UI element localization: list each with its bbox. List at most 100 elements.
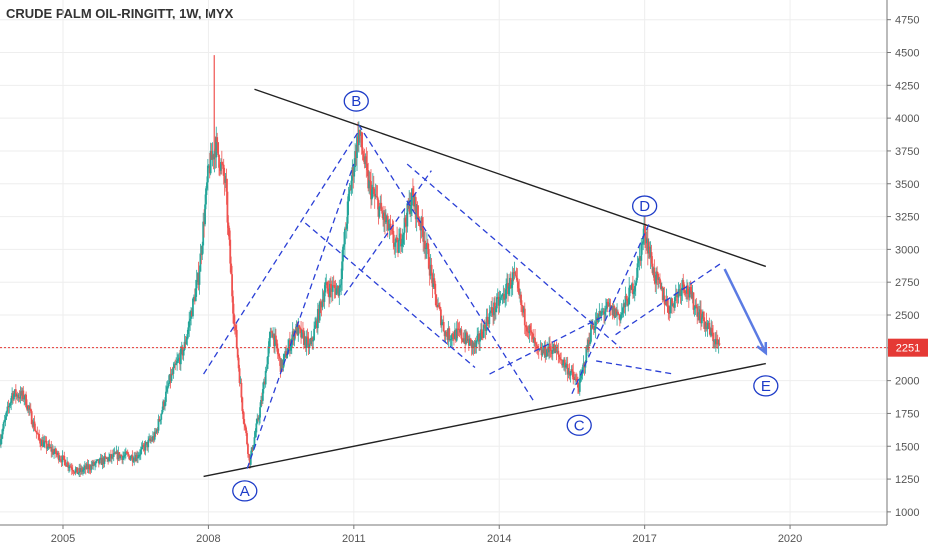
candle-body [522,308,525,313]
candle-body [379,202,382,207]
candle-body [580,373,583,376]
candle-body [409,200,412,214]
candle-body [43,440,46,442]
candle-body [233,313,235,324]
y-tick-label: 3250 [895,212,919,224]
last-price-badge-bg [888,338,928,357]
candle-body [194,288,197,302]
candle-body [467,339,470,346]
candle-body [164,401,166,407]
candle-body [90,464,93,470]
candle-body [188,320,191,328]
candle-body [101,458,104,465]
candle-body [497,296,500,306]
candle-body [486,316,489,323]
candle-body [72,471,75,473]
candle-body [428,268,431,276]
candle-body [629,286,632,288]
candle-body [590,324,593,329]
candle-body [24,394,27,399]
candle-body [192,296,195,299]
candle-body [564,365,567,368]
candle-body [682,280,685,285]
candle-body [55,454,58,456]
candle-body [46,447,49,449]
candle-body [544,344,547,357]
candle-body [588,339,590,345]
candle-body [135,455,137,462]
candle-body [620,312,623,315]
candle-body [689,286,692,291]
candle-body [608,305,611,307]
candle-body [129,457,132,460]
candle-body [454,330,457,341]
candle-body [112,453,115,457]
candle-body [420,217,423,231]
candle-body [645,238,648,244]
candle-body [258,417,261,420]
candle-body [433,278,436,284]
candle-body [78,468,81,473]
candle-body [644,225,646,238]
candle-body [175,363,178,365]
candle-body [255,423,258,433]
candle-body [190,311,192,319]
candle-body [246,433,248,445]
candle-body [213,150,216,160]
candle-body [241,397,244,412]
candle-body [410,205,412,214]
candle-body [549,349,552,351]
candle-body [328,291,330,298]
candle-body [600,311,603,317]
wave-label-text: B [351,93,361,110]
candle-body [372,187,375,194]
candle-body [391,228,394,231]
candle-body [364,156,367,165]
candle-body [139,449,142,455]
candle-body [569,372,572,376]
candle-body [649,252,652,258]
candle-body [642,235,645,244]
candle-body [83,465,86,469]
candle-body [153,431,156,440]
candle-body [585,346,588,363]
y-tick-label: 1750 [895,408,919,420]
candle-body [206,165,209,183]
candle-body [623,303,626,307]
candle-body [38,434,41,440]
candle-body [178,357,181,365]
candle-body [479,339,481,342]
candle-body [339,285,342,288]
trendline [254,88,767,268]
wave-label-text: E [761,378,771,395]
candle-body [461,338,464,340]
candle-body [534,338,536,344]
candle-body [220,161,223,165]
candle-body [100,457,103,465]
candle-body [337,285,340,296]
wave-label-text: C [574,417,585,434]
candle-body [480,329,482,340]
candle-body [286,354,288,359]
candle-body [670,298,673,306]
last-price-badge: 2251 [888,338,928,357]
candle-body [672,304,674,306]
candle-body [128,455,131,460]
candle-body [442,322,445,332]
candle-body [181,347,184,356]
candle-body [324,285,327,293]
candle-body [333,285,336,289]
candle-body [562,363,564,366]
candle-body [492,313,494,316]
candle-body [510,284,513,288]
candle-body [439,309,442,326]
candle-body [91,464,94,467]
candle-body [201,245,204,255]
candle-body [351,167,354,181]
candle-body [516,277,519,283]
candle-body [655,271,658,284]
candle-body [653,267,656,281]
candle-body [467,339,469,341]
candle-body [575,378,577,380]
candle-body [393,242,396,247]
